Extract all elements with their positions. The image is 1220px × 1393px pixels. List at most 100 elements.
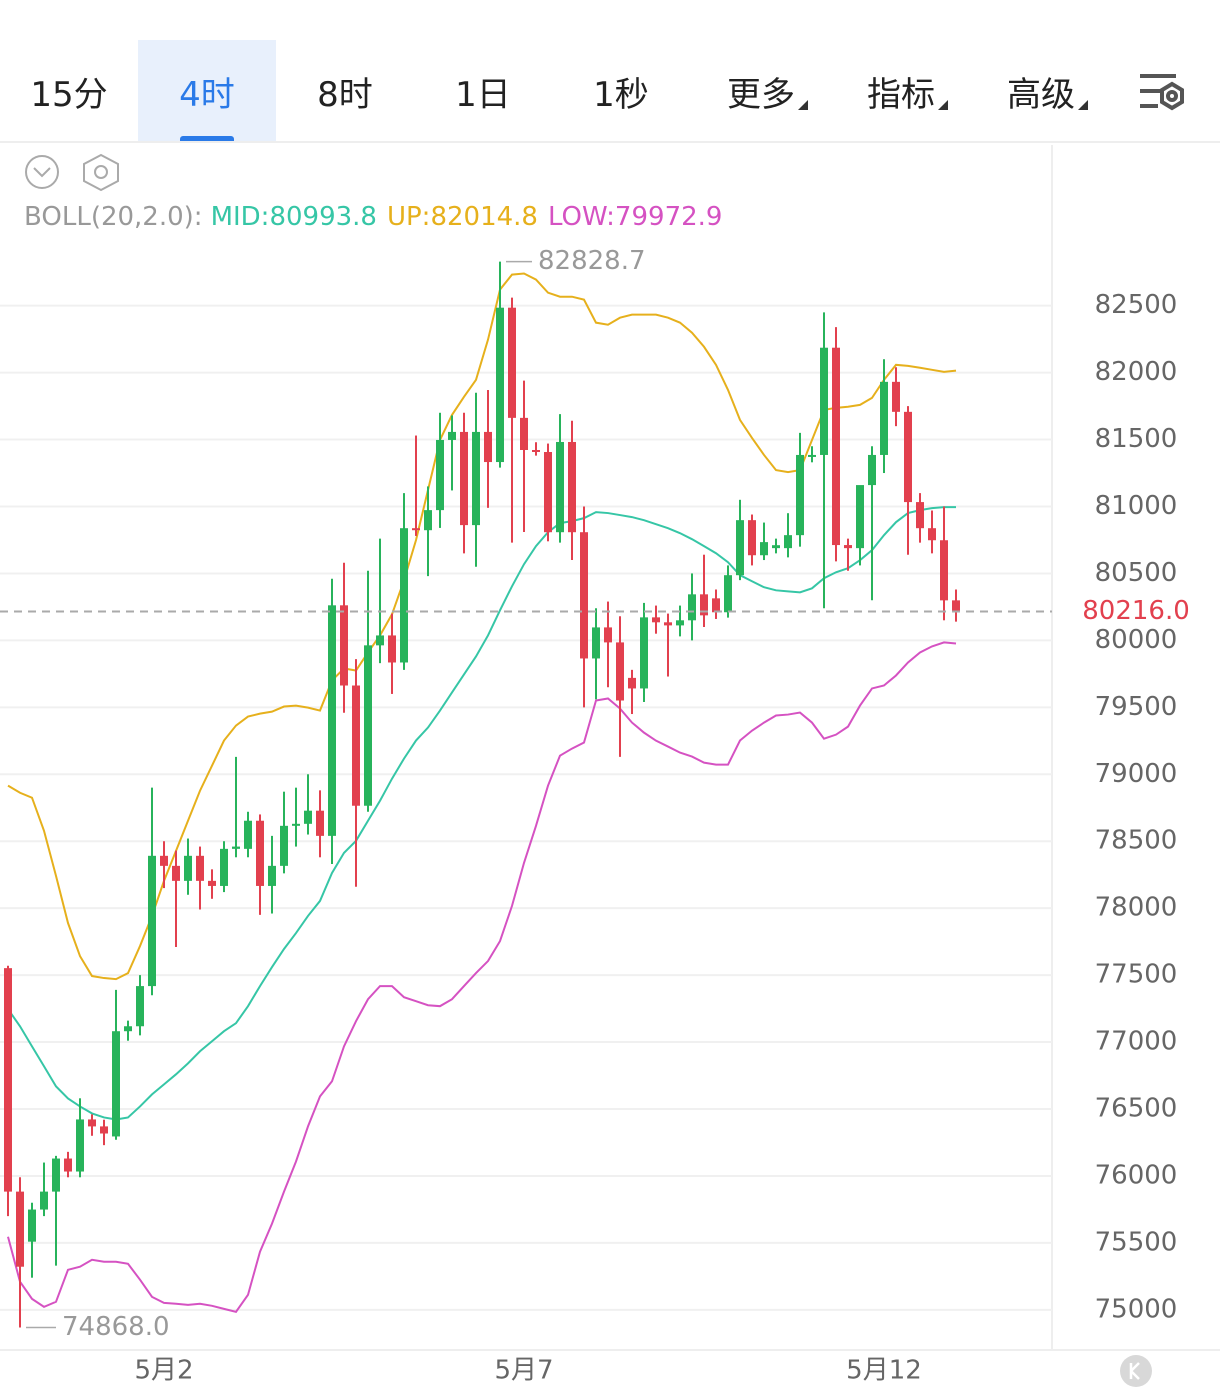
candle-body [892,381,900,412]
candle-body [496,307,504,463]
legend-entry: LOW:79972.9 [548,202,722,232]
x-tick-label: 5月2 [134,1356,193,1386]
tab[interactable]: 1秒 [593,74,649,115]
candle-body [364,645,372,806]
tab-dropdown[interactable]: 更多 [692,40,830,142]
tab-dropdown[interactable]: 高级 [972,40,1110,142]
candle-body [268,865,276,886]
min-label: 74868.0 [62,1312,170,1342]
candle-body [136,986,144,1027]
candle-body [40,1191,48,1210]
candle-body [304,810,312,824]
candle-body [664,622,672,626]
candle-body [724,575,732,613]
candle-body [232,846,240,849]
candle-body [556,441,564,533]
x-tick-label: 5月12 [846,1356,922,1386]
candle-body [52,1158,60,1192]
candle-body [88,1119,96,1127]
candle-body [796,454,804,536]
candle-body [652,617,660,623]
candle-body [412,528,420,531]
y-tick-label: 75500 [1095,1227,1178,1257]
x-tick-label: 5月7 [494,1356,553,1386]
candle-body [388,635,396,663]
candle-body [856,485,864,549]
k-icon[interactable] [1120,1355,1152,1387]
candle-body [916,502,924,529]
candle-body [748,520,756,556]
candle-body [940,540,948,601]
candle-body [160,855,168,866]
candle-body [316,810,324,836]
candle-body [568,441,576,533]
candle-body [148,855,156,987]
tab[interactable]: 8时 [317,74,373,115]
candle-body [700,594,708,616]
candle-body [772,545,780,549]
boll-line [7,506,956,1121]
grid [0,304,1052,1311]
y-tick-label: 79000 [1095,759,1178,789]
candle-body [844,545,852,549]
candle-body [400,528,408,663]
candle-body [196,855,204,881]
y-tick-label: 75000 [1095,1294,1178,1324]
tab-dropdown[interactable]: 指标 [832,40,970,142]
candle-body [604,627,612,643]
candle-body [436,439,444,511]
y-tick-label: 76500 [1095,1094,1178,1124]
last-price-label: 80216.0 [1082,596,1190,626]
candle-body [640,617,648,689]
candle-body [328,605,336,836]
candle-body [472,431,480,526]
y-tick-label: 80500 [1095,558,1178,588]
candle-body [340,605,348,686]
tab-active[interactable]: 4时 [138,40,276,142]
candle-body [580,532,588,659]
candle-body [184,855,192,881]
candle-body [448,431,456,440]
y-tick-label: 76000 [1095,1160,1178,1190]
tab[interactable]: 15分 [30,74,108,115]
tab[interactable]: 1日 [455,74,511,115]
candle-body [904,411,912,503]
candle-body [124,1026,132,1032]
y-tick-label: 80000 [1095,625,1178,655]
candle-body [820,347,828,455]
candle-body [544,452,552,533]
y-tick-label: 81500 [1095,424,1178,454]
candle-body [808,454,816,457]
y-tick-label: 77000 [1095,1027,1178,1057]
candle-body [688,594,696,621]
candle-body [532,449,540,453]
settings-hex-icon[interactable] [83,153,119,192]
candle-body [16,1191,24,1267]
candle-body [676,620,684,626]
candle-body [616,642,624,701]
boll-line [7,272,957,981]
candles [4,261,960,1328]
settings-icon[interactable] [1140,74,1184,111]
candle-body [712,598,720,613]
candle-body [592,627,600,659]
candle-body [736,520,744,576]
candle-body [352,685,360,806]
candle-body [484,431,492,463]
candle-body [880,381,888,455]
candle-body [424,510,432,531]
collapse-icon[interactable] [25,155,59,189]
candle-body [64,1158,72,1172]
candle-body [280,825,288,866]
candle-body [784,535,792,549]
y-tick-label: 79500 [1095,692,1178,722]
y-tick-label: 78000 [1095,893,1178,923]
candle-body [460,431,468,526]
max-label: 82828.7 [538,246,646,276]
legend-entry: UP:82014.8 [387,202,538,232]
y-tick-label: 81000 [1095,491,1178,521]
candle-body [376,635,384,646]
candle-body [520,417,528,450]
